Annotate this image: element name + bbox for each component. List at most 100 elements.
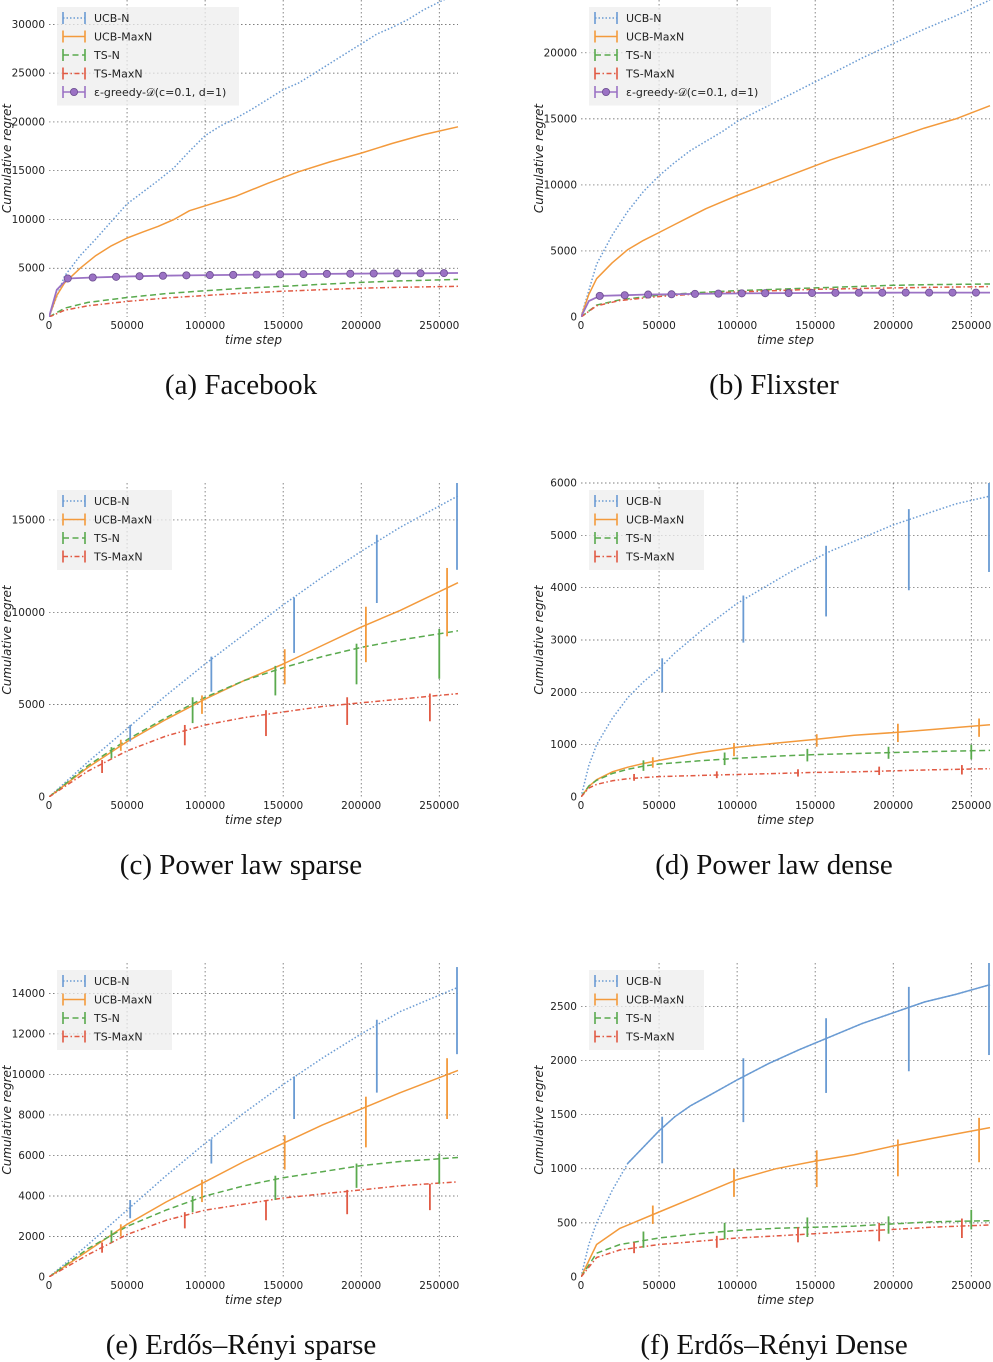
- y-tick-label: 0: [570, 312, 577, 324]
- series-line-eps-greedy: [49, 272, 459, 317]
- series-marker: [299, 270, 308, 279]
- y-axis-label: Cumulative regret: [532, 584, 546, 695]
- legend-label: UCB-N: [94, 975, 129, 988]
- x-tick-label: 100000: [717, 800, 757, 812]
- plot-area: [49, 967, 459, 1277]
- y-tick-label: 20000: [544, 47, 577, 59]
- y-tick-label: 1500: [550, 1109, 577, 1121]
- legend-label: UCB-N: [626, 495, 661, 508]
- series-marker: [808, 288, 817, 297]
- series-marker: [620, 291, 629, 300]
- series-marker: [784, 289, 793, 298]
- legend-label: UCB-MaxN: [626, 514, 684, 527]
- y-tick-label: 0: [570, 1272, 577, 1284]
- y-tick-label: 2000: [550, 687, 577, 699]
- legend-label: TS-N: [93, 1012, 120, 1025]
- series-marker: [690, 289, 699, 298]
- chart-panel-e: 0 50000 100000 150000 200000 250000 0 2000 4000 6…: [0, 963, 459, 1361]
- x-tick-label: 50000: [642, 320, 675, 332]
- x-tick-label: 100000: [185, 800, 225, 812]
- x-tick-label: 100000: [717, 320, 757, 332]
- x-tick-label: 50000: [110, 320, 143, 332]
- chart-panel-a: 0 50000 100000 150000 200000 250000 0 5000 10000…: [0, 0, 459, 401]
- y-tick-label: 15000: [12, 165, 45, 177]
- legend-label: TS-N: [625, 49, 652, 62]
- legend-label: ε-greedy-𝒟(c=0.1, d=1): [626, 86, 758, 99]
- y-tick-label: 12000: [12, 1028, 45, 1040]
- x-tick-label: 0: [46, 800, 53, 812]
- x-axis-label: time step: [225, 333, 282, 347]
- x-tick-label: 0: [46, 1280, 53, 1292]
- series-line-ts-n: [49, 278, 459, 317]
- x-tick-label: 200000: [341, 800, 381, 812]
- y-axis-label: Cumulative regret: [532, 1064, 546, 1175]
- panel-caption: (c) Power law sparse: [120, 849, 362, 881]
- y-tick-label: 2000: [550, 1055, 577, 1067]
- series-marker: [322, 269, 331, 278]
- y-tick-label: 5000: [550, 530, 577, 542]
- panel-caption: (b) Flixster: [709, 369, 839, 401]
- y-tick-label: 30000: [12, 19, 45, 31]
- series-marker: [948, 288, 957, 297]
- series-line-ucb-maxn: [581, 105, 991, 317]
- x-tick-label: 200000: [873, 320, 913, 332]
- series-line-ts-maxn: [49, 1181, 459, 1277]
- y-tick-label: 15000: [12, 514, 45, 526]
- series-marker: [595, 291, 604, 300]
- legend-label: TS-MaxN: [625, 1031, 675, 1044]
- legend-label: UCB-N: [94, 12, 129, 25]
- legend: UCB-N UCB-MaxN TS-N TS-MaxN: [589, 970, 704, 1050]
- series-marker: [761, 289, 770, 298]
- legend: UCB-N UCB-MaxN TS-N TS-MaxN: [589, 490, 704, 570]
- series-marker: [135, 272, 144, 281]
- series-line-ts-n: [581, 749, 991, 797]
- x-tick-label: 150000: [795, 800, 835, 812]
- x-tick-label: 250000: [951, 320, 991, 332]
- legend-label: UCB-N: [626, 975, 661, 988]
- series-marker: [63, 274, 72, 283]
- y-tick-label: 10000: [12, 607, 45, 619]
- legend: UCB-N UCB-MaxN TS-N TS-MaxN: [57, 970, 172, 1050]
- series-marker: [205, 271, 214, 280]
- x-tick-label: 250000: [419, 320, 459, 332]
- y-axis-label: Cumulative regret: [0, 103, 14, 214]
- series-line-ucb-maxn: [49, 126, 459, 317]
- series-marker: [644, 290, 653, 299]
- series-line-ts-maxn: [581, 285, 991, 317]
- series-line-ts-maxn: [581, 767, 991, 797]
- series-marker: [229, 270, 238, 279]
- series-marker: [901, 288, 910, 297]
- x-tick-label: 50000: [110, 1280, 143, 1292]
- chart-panel-f: 0 50000 100000 150000 200000 250000 0 500 1000 15…: [532, 963, 991, 1361]
- series-line-ucb-maxn: [49, 582, 459, 797]
- plot-area: [49, 0, 459, 317]
- series-marker: [667, 290, 676, 299]
- legend-label: UCB-MaxN: [94, 994, 152, 1007]
- legend-label: TS-MaxN: [93, 1031, 143, 1044]
- legend: UCB-N UCB-MaxN TS-N TS-MaxN ε-greedy-𝒟(c=0.1…: [57, 7, 239, 106]
- x-tick-label: 100000: [717, 1280, 757, 1292]
- series-line-ucb-n: [581, 495, 991, 797]
- plot-area: [581, 0, 991, 317]
- y-tick-label: 5000: [18, 263, 45, 275]
- series-line-ts-maxn: [49, 692, 459, 797]
- y-tick-label: 1000: [550, 739, 577, 751]
- series-marker: [971, 288, 980, 297]
- y-axis-label: Cumulative regret: [0, 1064, 14, 1175]
- series-marker: [369, 269, 378, 278]
- series-marker: [276, 270, 285, 279]
- y-axis-label: Cumulative regret: [532, 103, 546, 214]
- series-line-ts-maxn: [581, 1224, 991, 1277]
- legend-label: TS-N: [625, 532, 652, 545]
- legend-label: TS-N: [93, 532, 120, 545]
- chart-panel-b: 0 50000 100000 150000 200000 250000 0 5000 10000…: [532, 0, 991, 401]
- legend-label: UCB-N: [626, 12, 661, 25]
- legend-box: [589, 7, 771, 106]
- y-tick-label: 0: [38, 1272, 45, 1284]
- series-line-ts-n: [49, 1156, 459, 1277]
- x-axis-label: time step: [757, 1293, 814, 1307]
- x-axis-label: time step: [757, 333, 814, 347]
- y-tick-label: 4000: [18, 1190, 45, 1202]
- x-tick-label: 150000: [263, 1280, 303, 1292]
- series-marker: [714, 289, 723, 298]
